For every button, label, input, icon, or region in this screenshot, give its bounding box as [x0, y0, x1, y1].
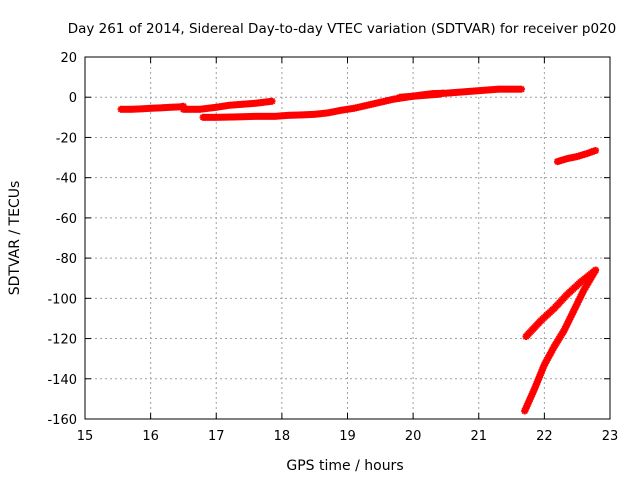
y-ticks: 20 0 -20 -40 -60 -80 -100 -120 -140 -160: [47, 51, 610, 428]
x-tick-label: 22: [536, 429, 553, 444]
x-ticks: 15 16 17 18 19 20 21 22 23: [77, 57, 619, 444]
y-tick-label: -80: [56, 252, 77, 267]
x-tick-label: 23: [602, 429, 619, 444]
data-point: [592, 266, 600, 274]
y-axis-label: SDTVAR / TECUs: [7, 181, 23, 296]
x-tick-label: 16: [142, 429, 159, 444]
y-tick-label: -160: [47, 413, 77, 428]
y-tick-label: -20: [56, 131, 77, 146]
y-tick-label: -120: [47, 333, 77, 348]
data-point: [268, 97, 276, 105]
x-tick-label: 18: [274, 429, 291, 444]
y-tick-label: -100: [47, 292, 77, 307]
y-tick-label: 0: [69, 91, 77, 106]
x-tick-label: 21: [470, 429, 487, 444]
data-points: [117, 85, 600, 415]
x-tick-label: 15: [77, 429, 94, 444]
data-point: [439, 89, 447, 97]
x-tick-label: 20: [405, 429, 422, 444]
chart-title: Day 261 of 2014, Sidereal Day-to-day VTE…: [68, 21, 617, 37]
y-tick-label: -140: [47, 373, 77, 388]
x-tick-label: 19: [339, 429, 356, 444]
y-tick-label: -60: [56, 212, 77, 227]
y-tick-label: -40: [56, 172, 77, 187]
data-point: [592, 147, 600, 155]
x-tick-label: 17: [208, 429, 225, 444]
x-axis-label: GPS time / hours: [286, 458, 403, 474]
y-tick-label: 20: [60, 51, 77, 66]
data-point: [517, 85, 525, 93]
